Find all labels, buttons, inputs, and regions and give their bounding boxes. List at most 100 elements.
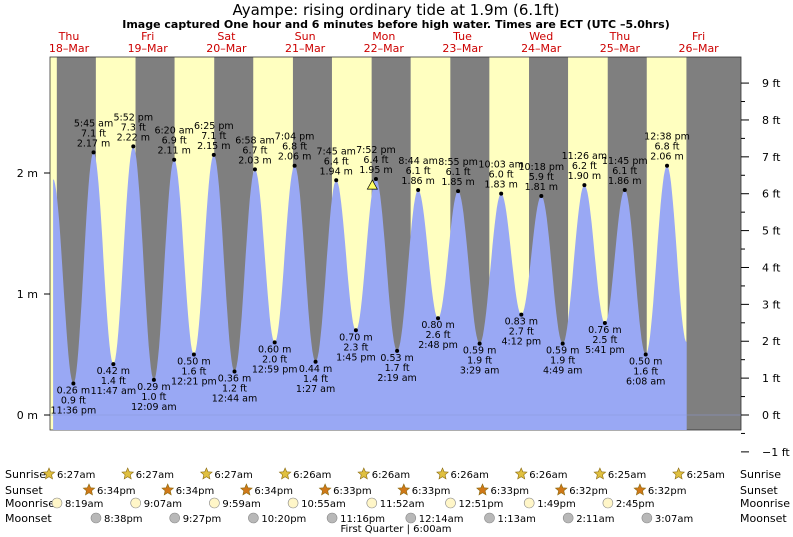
tide-label-line: 6:20 am <box>154 126 193 137</box>
sunrise-time: 6:26am <box>293 470 331 481</box>
moonset-icon <box>484 512 495 524</box>
tide-label-line: 12:21 pm <box>171 377 217 388</box>
high-tide-point <box>252 167 257 172</box>
sunrise-row-label-left: Sunrise <box>5 468 46 481</box>
sunrise-time: 6:26am <box>529 470 567 481</box>
sunrise-icon <box>199 467 213 480</box>
left-axis-label: 2 m <box>17 167 38 180</box>
right-axis-label: −1 ft <box>762 446 790 459</box>
high-tide-point <box>665 163 670 168</box>
right-axis-label: 6 ft <box>762 188 781 201</box>
moonrise-icon <box>445 497 456 509</box>
low-tide-label: 0.70 m2.3 ft1:45 pm <box>336 328 376 363</box>
sunset-icon <box>633 483 647 496</box>
day-of-week: Fri <box>692 30 705 43</box>
tide-label-line: 10:03 am <box>478 160 523 171</box>
high-tide-label: 10:18 pm5.9 ft1.81 m <box>518 162 564 198</box>
day-of-week: Wed <box>529 30 553 43</box>
high-tide-label: 6:20 am6.9 ft2.11 m <box>154 126 194 162</box>
tide-label-line: 7.1 ft <box>201 131 226 142</box>
tide-label-line: 11:45 pm <box>602 156 648 167</box>
tide-label-line: 1.2 ft <box>222 383 247 394</box>
moonrise-icon <box>287 497 299 509</box>
high-tide-label: 5:45 am7.1 ft2.17 m <box>74 118 113 155</box>
tide-label-line: 6.7 ft <box>242 145 267 156</box>
low-tide-label: 0.76 m2.5 ft5:41 pm <box>585 321 625 356</box>
sunset-icon <box>397 483 411 496</box>
day-of-week: Tue <box>452 30 472 43</box>
high-tide-label: 12:38 pm6.8 ft2.06 m <box>644 132 690 168</box>
high-tide-label: 5:52 pm7.3 ft2.22 m <box>113 112 153 149</box>
moonset-time: 1:13am <box>498 514 536 525</box>
day-of-week: Fri <box>141 30 154 43</box>
tide-label-line: 4:12 pm <box>502 337 542 348</box>
tide-label-line: 2.6 ft <box>426 330 451 341</box>
tide-label-line: 1.94 m <box>319 166 352 177</box>
tide-label-line: 7:04 pm <box>275 132 315 143</box>
tide-label-line: 11:26 am <box>562 151 607 162</box>
right-axis-label: 4 ft <box>762 261 781 274</box>
low-tide-point <box>71 381 76 386</box>
high-tide-label: 11:45 pm6.1 ft1.86 m <box>602 156 648 192</box>
tide-label-line: 6.9 ft <box>162 136 187 147</box>
tide-label-line: 0.26 m <box>57 386 90 397</box>
current-tide-marker <box>366 179 378 190</box>
current-tide-triangle <box>366 179 378 190</box>
tide-label-line: 2:48 pm <box>418 340 458 351</box>
low-tide-point <box>395 348 400 353</box>
tide-label-line: 11:47 am <box>91 386 136 397</box>
sunrise-time: 6:26am <box>451 470 489 481</box>
right-axis-label: 3 ft <box>762 298 781 311</box>
moonset-icon <box>90 512 102 524</box>
high-tide-point <box>91 150 96 155</box>
moonrise-time: 11:52am <box>380 499 425 510</box>
tide-label-line: 1.85 m <box>441 177 474 188</box>
sunset-icon <box>318 483 332 496</box>
moonset-time: 8:38pm <box>104 514 143 525</box>
tide-label-line: 6.1 ft <box>446 167 471 178</box>
tide-label-line: 1.4 ft <box>303 374 328 385</box>
right-axis-label: 1 ft <box>762 372 781 385</box>
tide-label-line: 5:45 am <box>74 118 113 129</box>
high-tide-point <box>539 193 544 198</box>
left-axis-label: 0 m <box>17 409 38 422</box>
tide-label-line: 0.44 m <box>299 364 332 375</box>
tide-label-line: 1:45 pm <box>336 352 376 363</box>
tide-label-line: 0.36 m <box>218 373 251 384</box>
chart-title: Ayampe: rising ordinary tide at 1.9m (6.… <box>233 1 560 19</box>
tide-label-line: 10:18 pm <box>518 162 564 173</box>
low-tide-point <box>602 321 607 326</box>
moonset-icon <box>562 512 574 524</box>
tide-label-line: 1.4 ft <box>101 376 126 387</box>
day-date: 20–Mar <box>206 42 247 55</box>
tide-label-line: 6:25 pm <box>194 121 234 132</box>
moonset-time: 2:11am <box>576 514 614 525</box>
tide-label-line: 0.50 m <box>177 357 210 368</box>
right-axis-label: 0 ft <box>762 409 781 422</box>
high-tide-label: 8:55 pm6.1 ft1.85 m <box>438 157 478 194</box>
sunset-icon <box>476 483 489 496</box>
moonrise-time: 9:59am <box>222 499 260 510</box>
left-axis-label: 1 m <box>17 288 38 301</box>
tide-label-line: 2.3 ft <box>343 342 368 353</box>
right-axis-label: 5 ft <box>762 225 781 238</box>
low-tide-label: 0.53 m1.7 ft2:19 am <box>377 348 417 384</box>
sunset-icon <box>82 483 96 496</box>
tide-label-line: 0.80 m <box>421 320 454 331</box>
moonset-icon <box>326 512 338 524</box>
tide-label-line: 2.11 m <box>157 146 190 157</box>
sunrise-icon <box>514 467 528 480</box>
tide-label-line: 0.83 m <box>505 317 538 328</box>
day-date: 18–Mar <box>49 42 90 55</box>
tide-label-line: 0.9 ft <box>61 396 86 407</box>
sunset-time: 6:33pm <box>412 486 451 497</box>
tide-label-line: 5:41 pm <box>585 345 625 356</box>
moonrise-time: 8:19am <box>65 499 103 510</box>
tide-label-line: 1.9 ft <box>550 356 575 367</box>
moonrise-icon <box>602 497 614 509</box>
high-tide-label: 10:03 am6.0 ft1.83 m <box>478 160 524 196</box>
